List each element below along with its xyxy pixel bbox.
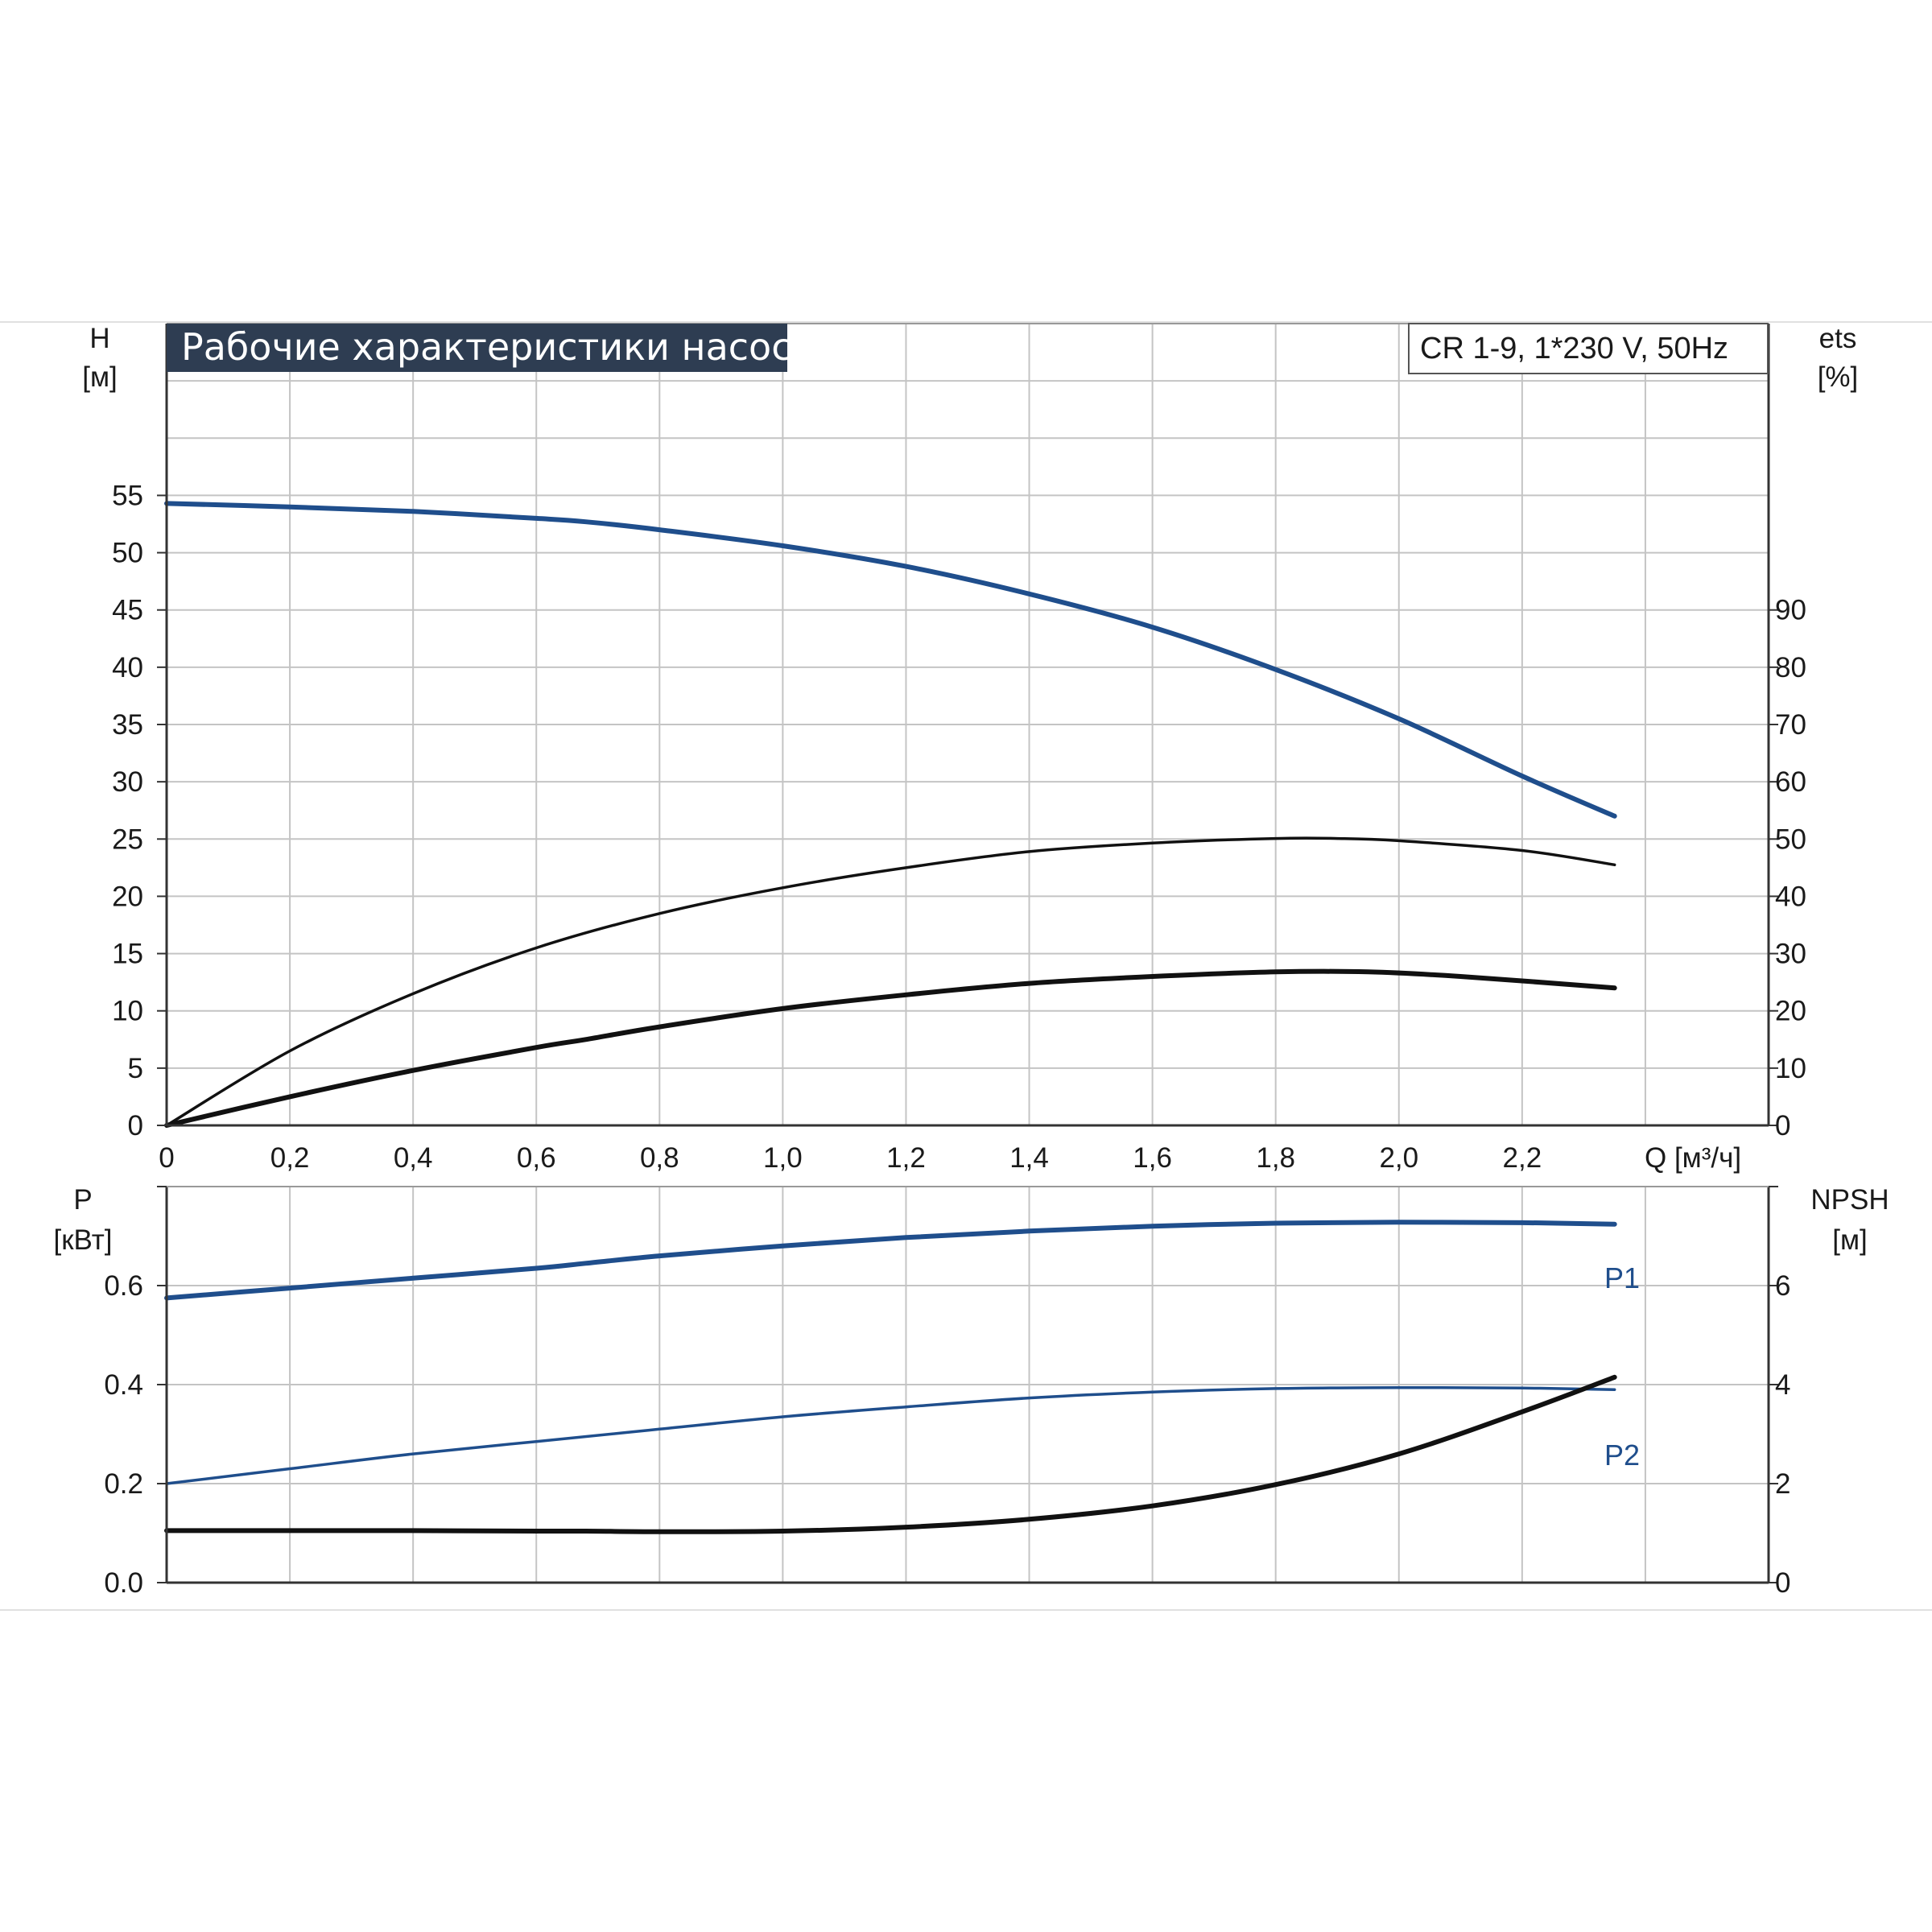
y-tick-left: 15	[112, 939, 143, 970]
x-tick: 0	[159, 1142, 174, 1174]
chart-title-box: Рабочие характеристики насоса	[167, 324, 815, 372]
y-tick-left: 40	[112, 652, 143, 683]
y-left-label-h: H	[89, 323, 109, 354]
x-tick: 1,4	[1009, 1142, 1049, 1174]
x-tick: 1,0	[763, 1142, 803, 1174]
y-tick-right: 0	[1775, 1110, 1790, 1141]
x-tick: 0,8	[640, 1142, 679, 1174]
head-efficiency-panel: 0 5 10 15 20 25 30 35 40 45 50 55 0 10 20 30 40 50 60 70 80 9…	[112, 323, 1806, 1174]
upper-curves	[164, 501, 1617, 1128]
npsh-tick: 2	[1775, 1468, 1790, 1500]
y-tick-right: 10	[1775, 1053, 1806, 1084]
npsh-curve	[164, 1374, 1617, 1534]
x-tick: 0,4	[394, 1142, 433, 1174]
y-tick-left: 50	[112, 538, 143, 569]
x-tick: 1,2	[886, 1142, 926, 1174]
p-tick: 0.2	[104, 1468, 143, 1500]
x-tick: 1,8	[1256, 1142, 1295, 1174]
y-tick-left: 5	[128, 1053, 143, 1084]
y-left-unit-p: [кВт]	[54, 1224, 113, 1256]
y-tick-left: 55	[112, 480, 143, 511]
y-tick-right: 30	[1775, 939, 1806, 970]
upper-grid	[167, 323, 1769, 1125]
y-tick-right: 80	[1775, 652, 1806, 683]
power-npsh-panel: 0.0 0.2 0.4 0.6 0 2 4 6	[104, 1186, 1790, 1599]
y-tick-right: 20	[1775, 996, 1806, 1027]
npsh-tick: 6	[1775, 1270, 1790, 1302]
y-tick-right: 40	[1775, 881, 1806, 912]
lower-curves	[164, 1220, 1617, 1534]
y-tick-right: 60	[1775, 766, 1806, 798]
chart-title: Рабочие характеристики насоса	[181, 325, 815, 369]
y-tick-left: 0	[128, 1110, 143, 1141]
efficiency-curve	[165, 836, 1616, 1127]
y-tick-right: 50	[1775, 824, 1806, 855]
npsh-tick: 0	[1775, 1567, 1790, 1599]
title-background	[167, 324, 787, 372]
y-tick-left: 25	[112, 824, 143, 855]
lower-axes	[157, 1186, 1778, 1584]
model-box: CR 1-9, 1*230 V, 50Hz	[1408, 323, 1769, 374]
y-right-label-npsh: NPSH	[1810, 1184, 1889, 1216]
y-left-unit-h: [м]	[82, 361, 118, 393]
p-tick: 0.0	[104, 1567, 143, 1599]
efficiency-curve-2	[164, 968, 1617, 1128]
y-tick-left: 35	[112, 709, 143, 741]
curve-label-p1: P1	[1604, 1261, 1640, 1294]
y-left-label-p: P	[73, 1184, 92, 1216]
curve-label-p2: P2	[1604, 1439, 1640, 1472]
y-right-unit-npsh: [м]	[1832, 1224, 1868, 1256]
p-tick: 0.4	[104, 1369, 143, 1401]
y-tick-left: 45	[112, 595, 143, 626]
lower-tick-labels: 0.0 0.2 0.4 0.6 0 2 4 6	[104, 1270, 1790, 1599]
upper-tick-labels: 0 5 10 15 20 25 30 35 40 45 50 55 0 10 20 30 40 50 60 70 80 9…	[112, 480, 1806, 1174]
p-tick: 0.6	[104, 1270, 143, 1302]
y-right-label-eta: ets	[1819, 323, 1857, 354]
npsh-tick: 4	[1775, 1369, 1790, 1401]
x-tick: 0,6	[517, 1142, 556, 1174]
y-tick-right: 70	[1775, 709, 1806, 741]
y-right-unit-eta: [%]	[1818, 361, 1859, 393]
x-tick: 1,6	[1133, 1142, 1172, 1174]
x-tick: 0,2	[270, 1142, 310, 1174]
x-tick: 2,0	[1379, 1142, 1418, 1174]
head-curve	[164, 501, 1617, 819]
p1-curve	[164, 1220, 1617, 1301]
y-tick-left: 10	[112, 996, 143, 1027]
x-axis-label: Q [м³/ч]	[1645, 1142, 1741, 1174]
x-tick: 2,2	[1503, 1142, 1542, 1174]
y-tick-right: 90	[1775, 595, 1806, 626]
y-tick-left: 30	[112, 766, 143, 798]
y-tick-left: 20	[112, 881, 143, 912]
p2-curve	[165, 1385, 1616, 1485]
model-box-frame	[1408, 323, 1769, 374]
model-label: CR 1-9, 1*230 V, 50Hz	[1420, 332, 1728, 365]
